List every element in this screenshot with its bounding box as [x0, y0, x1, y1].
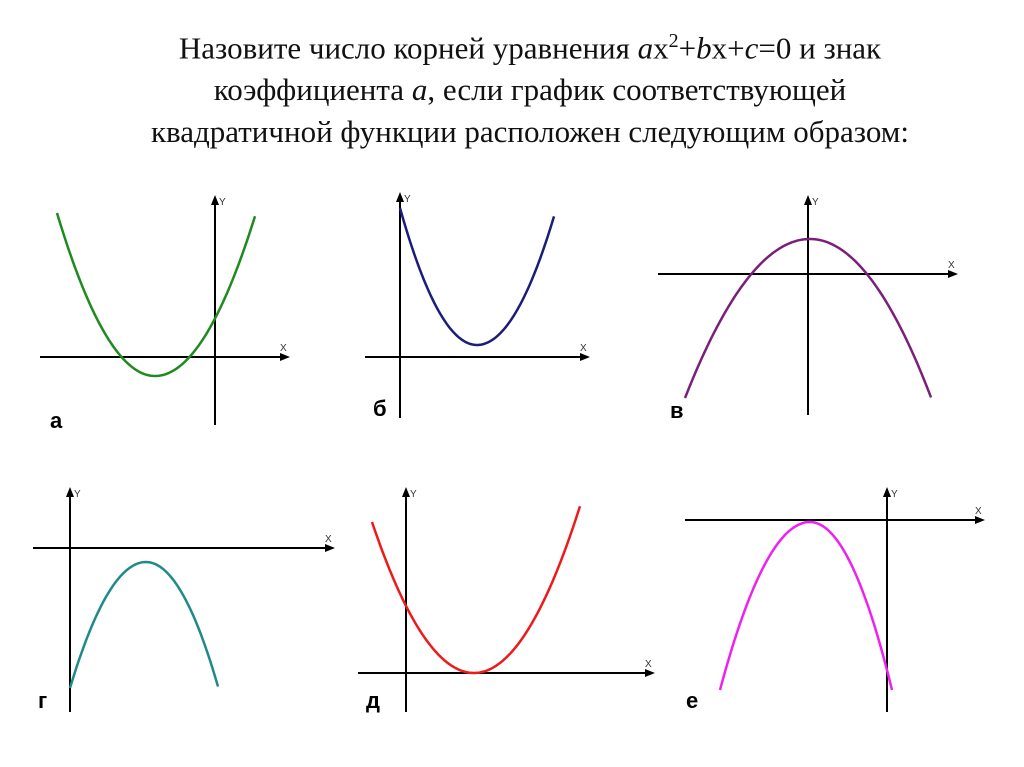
x-axis-label: X [280, 343, 287, 354]
parabola-curve [683, 237, 933, 399]
x-axis-label: X [975, 506, 982, 517]
parabola-curve [68, 560, 220, 689]
parabola-curve [398, 207, 556, 347]
graph-letter: д [366, 688, 380, 713]
parabola-curve [370, 505, 582, 675]
parabola-curve [55, 212, 257, 378]
graph-letter: г [38, 688, 47, 713]
x-axis-label: X [325, 534, 332, 545]
y-arrow-icon [66, 487, 74, 497]
y-axis-label: Y [410, 489, 417, 500]
graph-5: X Yд [358, 487, 655, 713]
graph-6: X Yе [685, 487, 985, 713]
slide-title: Назовите число корней уравнения ax2+bx+c… [60, 20, 1000, 153]
graph-letter: а [50, 408, 63, 433]
title-line-2: коэффициента a, если график соответствую… [213, 72, 847, 108]
x-arrow-icon [280, 353, 290, 361]
parabola-curve [718, 520, 894, 691]
x-arrow-icon [975, 516, 985, 524]
graph-4: X Yг [33, 487, 335, 713]
graph-letter: б [373, 396, 387, 421]
y-arrow-icon [804, 195, 812, 205]
y-axis-label: Y [219, 197, 226, 208]
graph-3: X Yв [658, 195, 958, 423]
title-line-1: Назовите число корней уравнения ax2+bx+c… [178, 30, 882, 66]
x-arrow-icon [580, 353, 590, 361]
y-arrow-icon [883, 487, 891, 497]
x-arrow-icon [325, 544, 335, 552]
title-line-3: квадратичной функции расположен следующи… [150, 114, 909, 150]
y-axis-label: Y [891, 489, 898, 500]
graph-1: X Yа [40, 195, 290, 433]
graph-letter: в [670, 398, 684, 423]
x-axis-label: X [645, 659, 652, 670]
x-arrow-icon [948, 270, 958, 278]
x-axis-label: X [948, 260, 955, 271]
y-arrow-icon [396, 192, 404, 202]
x-axis-label: X [580, 343, 587, 354]
graph-2: X Yб [365, 192, 590, 421]
y-arrow-icon [211, 195, 219, 205]
y-axis-label: Y [404, 194, 411, 205]
graph-letter: е [686, 688, 698, 713]
x-arrow-icon [645, 669, 655, 677]
y-arrow-icon [402, 487, 410, 497]
y-axis-label: Y [812, 197, 819, 208]
y-axis-label: Y [74, 489, 81, 500]
